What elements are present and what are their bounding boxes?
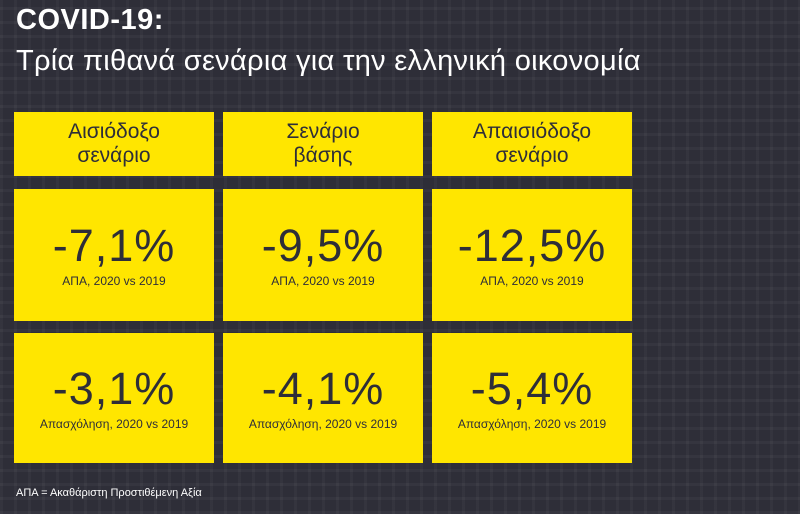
gdp-value: -12,5% [457,220,607,271]
gdp-label: ΑΠΑ, 2020 vs 2019 [271,274,375,288]
employment-value: -3,1% [52,363,176,414]
gdp-label: ΑΠΑ, 2020 vs 2019 [480,274,584,288]
employment-value: -4,1% [261,363,385,414]
gdp-card-optimistic: -7,1% ΑΠΑ, 2020 vs 2019 [14,189,214,321]
scenario-name-line2: βάσης [293,144,353,167]
gdp-card-pessimistic: -12,5% ΑΠΑ, 2020 vs 2019 [432,189,632,321]
employment-label: Απασχόληση, 2020 vs 2019 [457,417,607,431]
gdp-value: -7,1% [52,220,176,271]
page-title: COVID-19: [16,4,164,36]
scenario-header-optimistic: Αισιόδοξο σενάριο [14,112,214,176]
employment-value: -5,4% [470,363,594,414]
page-subtitle: Τρία πιθανά σενάρια για την ελληνική οικ… [16,45,641,77]
gdp-card-base: -9,5% ΑΠΑ, 2020 vs 2019 [223,189,423,321]
employment-card-base: -4,1% Απασχόληση, 2020 vs 2019 [223,333,423,463]
employment-card-optimistic: -3,1% Απασχόληση, 2020 vs 2019 [14,333,214,463]
scenario-header-base: Σενάριο βάσης [223,112,423,176]
gdp-label: ΑΠΑ, 2020 vs 2019 [62,274,166,288]
scenario-name-line1: Αισιόδοξο [68,120,160,143]
gdp-value: -9,5% [261,220,385,271]
scenario-name-line2: σενάριο [77,144,151,167]
employment-label: Απασχόληση, 2020 vs 2019 [39,417,189,431]
footnote: ΑΠΑ = Ακαθάριστη Προστιθέμενη Αξία [16,487,202,499]
scenario-name-line2: σενάριο [495,144,569,167]
scenario-header-pessimistic: Απαισιόδοξο σενάριο [432,112,632,176]
scenario-name-line1: Απαισιόδοξο [472,120,592,143]
employment-label: Απασχόληση, 2020 vs 2019 [248,417,398,431]
employment-card-pessimistic: -5,4% Απασχόληση, 2020 vs 2019 [432,333,632,463]
scenario-name-line1: Σενάριο [286,120,360,143]
